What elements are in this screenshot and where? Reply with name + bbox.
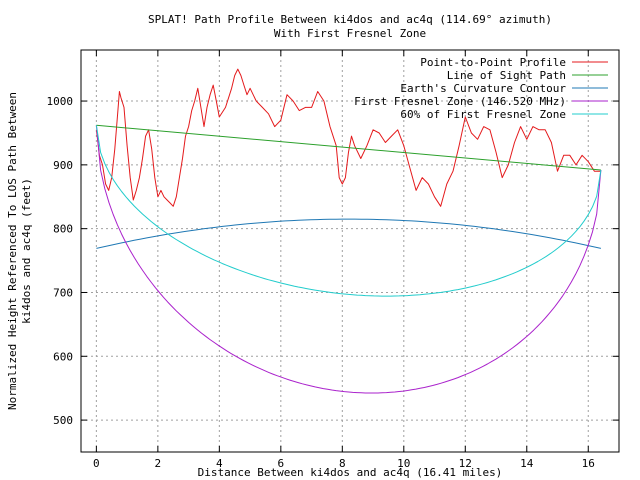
plot-frame (80, 49, 620, 453)
legend-first-fresnel-label: First Fresnel Zone (146.520 MHz) (354, 95, 566, 108)
x-tick-label: 12 (459, 457, 472, 470)
y-tick-label: 1000 (47, 95, 74, 108)
y-tick-label: 900 (53, 159, 73, 172)
earth-curvature-line (96, 218, 602, 249)
x-tick-label: 14 (520, 457, 534, 470)
x-tick-label: 10 (397, 457, 410, 470)
ticks (81, 50, 619, 452)
y-tick-label: 600 (53, 350, 73, 363)
y-tick-label: 700 (53, 286, 73, 299)
legend-earth-curvature-label: Earth's Curvature Contour (400, 82, 566, 95)
y-axis-label-line2: ki4dos and ac4q (feet) (20, 178, 33, 324)
x-tick-labels: 0 2 4 6 8 10 12 14 16 (93, 457, 595, 470)
x-tick-label: 4 (216, 457, 223, 470)
y-axis-label-line1: Normalized Height Referenced To LOS Path… (6, 92, 19, 410)
x-tick-label: 6 (278, 457, 285, 470)
x-tick-label: 8 (339, 457, 346, 470)
y-tick-label: 800 (53, 223, 73, 236)
x-tick-label: 0 (93, 457, 100, 470)
x-tick-label: 16 (582, 457, 595, 470)
series-layer (95, 68, 602, 394)
profile-line (95, 68, 601, 207)
fresnel-60-percent-line (95, 125, 602, 297)
legend-fresnel-60-label: 60% of First Fresnel Zone (400, 108, 566, 121)
chart-title: SPLAT! Path Profile Between ki4dos and a… (148, 13, 552, 26)
legend-profile-label: Point-to-Point Profile (420, 56, 566, 69)
y-tick-label: 500 (53, 414, 73, 427)
chart-subtitle: With First Fresnel Zone (274, 27, 426, 40)
first-fresnel-zone-line (95, 125, 602, 394)
x-tick-label: 2 (155, 457, 162, 470)
legend-line-of-sight-label: Line of Sight Path (447, 69, 566, 82)
line-of-sight-line (96, 124, 601, 171)
y-tick-labels: 500 600 700 800 900 1000 (47, 95, 74, 427)
x-axis-label: Distance Between ki4dos and ac4q (16.41 … (198, 466, 503, 479)
